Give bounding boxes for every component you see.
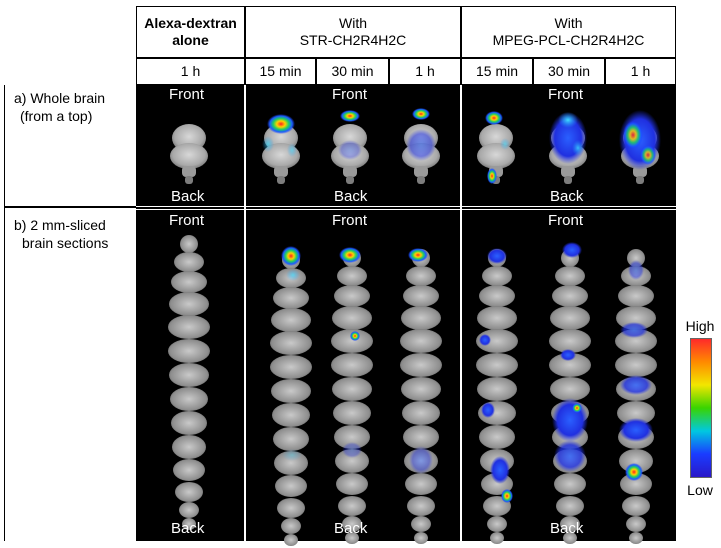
- whole-brain-str-1h: [402, 108, 440, 184]
- header-mpeg-name: MPEG-PCL-CH2R4H2C: [492, 32, 645, 48]
- whole-brain-mpeg-30min: [549, 112, 587, 184]
- whole-brain-mpeg-1h: [619, 110, 661, 184]
- time-header-0: 1 h: [136, 58, 245, 85]
- time-header-4: 15 min: [461, 58, 533, 85]
- time-header-1: 15 min: [245, 58, 316, 85]
- back-label-b-mpeg: Back: [550, 520, 584, 537]
- front-label-a-alexa: Front: [169, 86, 205, 103]
- time-header-6: 1 h: [605, 58, 676, 85]
- front-label-b-alexa: Front: [169, 212, 205, 229]
- front-label-a-str: Front: [332, 86, 368, 103]
- slices-str-30min: [331, 247, 373, 544]
- row-separator: [136, 206, 676, 210]
- slices-mpeg-30min: [549, 242, 591, 544]
- header-str-group: With STR-CH2R4H2C: [245, 6, 461, 58]
- back-label-a-str: Back: [334, 188, 368, 205]
- back-label-a-mpeg: Back: [550, 188, 584, 205]
- header-alexa-dextran: Alexa-dextran alone: [136, 6, 245, 58]
- row-b-label-line1: b) 2 mm-sliced: [14, 217, 106, 233]
- legend-colorbar: [690, 338, 712, 478]
- back-label-b-alexa: Back: [171, 520, 205, 537]
- group-divider-2: [460, 85, 462, 541]
- header-str-with: With: [339, 15, 367, 31]
- row-a-divider: [4, 206, 136, 208]
- header-mpeg-group: With MPEG-PCL-CH2R4H2C: [461, 6, 676, 58]
- header-str-name: STR-CH2R4H2C: [299, 32, 407, 48]
- row-label-panel: [4, 85, 136, 541]
- slices-str-15min: [270, 246, 312, 546]
- row-a-label-line2: (from a top): [20, 108, 93, 124]
- whole-brain-str-30min: [331, 110, 369, 184]
- group-divider-1: [244, 85, 246, 541]
- slices-str-1h: [400, 248, 442, 544]
- header-mpeg-with: With: [554, 15, 583, 31]
- time-header-5: 30 min: [533, 58, 605, 85]
- row-b-label-line2: brain sections: [22, 235, 109, 251]
- back-label-a-alexa: Back: [171, 188, 205, 205]
- row-a-label-line1: a) Whole brain: [14, 90, 106, 106]
- slices-mpeg-15min: [476, 248, 518, 544]
- legend-low-label: Low: [687, 482, 713, 498]
- whole-brain-alexa-1h: [170, 124, 208, 184]
- time-header-3: 1 h: [389, 58, 461, 85]
- time-header-2: 30 min: [316, 58, 389, 85]
- back-label-b-str: Back: [334, 520, 368, 537]
- front-label-b-str: Front: [332, 212, 368, 229]
- whole-brain-str-15min: [262, 114, 300, 184]
- slices-mpeg-1h: [615, 249, 657, 544]
- legend-high-label: High: [685, 318, 715, 334]
- front-label-b-mpeg: Front: [548, 212, 584, 229]
- row-b-label: b) 2 mm-sliced brain sections: [14, 216, 108, 252]
- whole-brain-mpeg-15min: [477, 111, 515, 184]
- front-label-a-mpeg: Front: [548, 86, 584, 103]
- slices-alexa-1h: [168, 235, 210, 530]
- row-a-label: a) Whole brain (from a top): [14, 89, 105, 125]
